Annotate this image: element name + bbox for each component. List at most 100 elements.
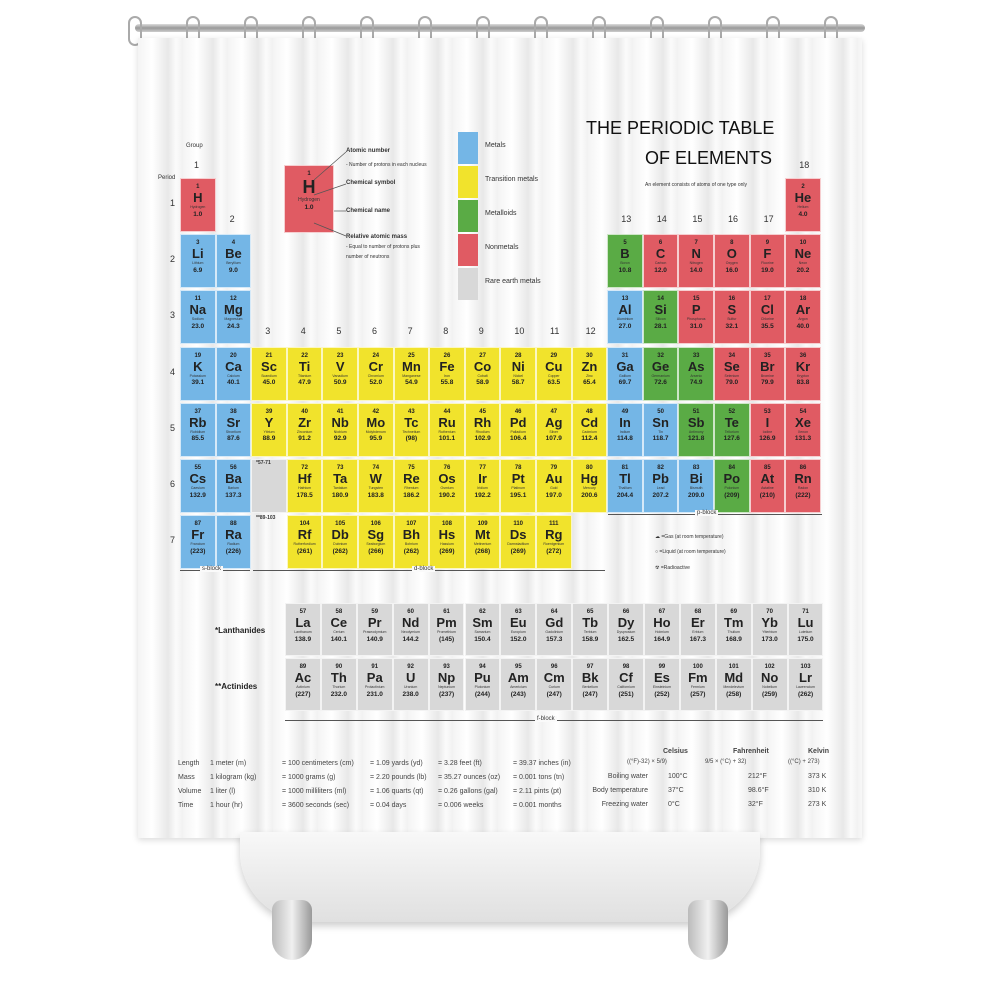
element-cell-Sn[interactable]: 50 Sn Tin 118.7 <box>642 402 679 457</box>
element-cell-Np[interactable]: 93 Np Neptunium (237) <box>428 658 465 711</box>
element-cell-Pr[interactable]: 59 Pr Praseodymium 140.9 <box>356 603 393 656</box>
element-cell-As[interactable]: 33 As Arsenic 74.9 <box>678 346 714 401</box>
element-cell-Ir[interactable]: 77 Ir Iridium 192.2 <box>464 459 501 513</box>
element-cell-Fr[interactable]: 87 Fr Francium (223) <box>180 515 216 570</box>
element-cell-At[interactable]: 85 At Astatine (210) <box>749 459 786 513</box>
element-cell-Kr[interactable]: 36 Kr Krypton 83.8 <box>785 346 821 401</box>
element-cell-Sr[interactable]: 38 Sr Strontium 87.6 <box>215 402 252 457</box>
element-cell-Zn[interactable]: 30 Zn Zinc 65.4 <box>571 346 608 401</box>
element-cell-Mt[interactable]: 109 Mt Meitnerium (268) <box>464 515 501 570</box>
element-cell-Na[interactable]: 11 Na Sodium 23.0 <box>180 290 216 345</box>
element-cell-Co[interactable]: 27 Co Cobalt 58.9 <box>464 346 501 401</box>
element-cell-Zr[interactable]: 40 Zr Zirconium 91.2 <box>286 402 323 457</box>
element-cell-Cl[interactable]: 17 Cl Chlorine 35.5 <box>749 290 786 345</box>
element-cell-Ne[interactable]: 10 Ne Neon 20.2 <box>785 234 821 289</box>
element-cell-Bk[interactable]: 97 Bk Berkelium (247) <box>572 658 609 711</box>
element-cell-I[interactable]: 53 I Iodine 126.9 <box>749 402 786 457</box>
element-cell-Ge[interactable]: 32 Ge Germanium 72.6 <box>642 346 679 401</box>
element-cell-Ga[interactable]: 31 Ga Gallium 69.7 <box>607 346 643 401</box>
element-cell-In[interactable]: 49 In Indium 114.8 <box>607 402 643 457</box>
element-cell-Tc[interactable]: 43 Tc Technetium (98) <box>393 402 430 457</box>
element-cell-Hg[interactable]: 80 Hg Mercury 200.6 <box>571 459 608 513</box>
element-cell-No[interactable]: 102 No Nobelium (259) <box>751 658 788 711</box>
element-cell-Pb[interactable]: 82 Pb Lead 207.2 <box>642 459 679 513</box>
element-cell-W[interactable]: 74 W Tungsten 183.8 <box>358 459 394 513</box>
element-cell-Xe[interactable]: 54 Xe Xenon 131.3 <box>785 402 821 457</box>
element-cell-Mg[interactable]: 12 Mg Magnesium 24.3 <box>215 290 252 345</box>
element-cell-Pm[interactable]: 61 Pm Promethium (145) <box>428 603 465 656</box>
element-cell-Ce[interactable]: 58 Ce Cerium 140.1 <box>320 603 357 656</box>
element-cell-Se[interactable]: 34 Se Selenium 79.0 <box>714 346 750 401</box>
element-cell-Br[interactable]: 35 Br Bromine 79.9 <box>749 346 786 401</box>
element-cell-B[interactable]: 5 B Boron 10.8 <box>607 234 643 289</box>
element-cell-Ca[interactable]: 20 Ca Calcium 40.1 <box>215 346 252 401</box>
element-cell-O[interactable]: 8 O Oxygen 16.0 <box>714 234 750 289</box>
element-cell-Mn[interactable]: 25 Mn Manganese 54.9 <box>393 346 430 401</box>
element-cell-S[interactable]: 16 S Sulfur 32.1 <box>714 290 750 345</box>
element-cell-Pt[interactable]: 78 Pt Platinum 195.1 <box>500 459 536 513</box>
element-cell-Pu[interactable]: 94 Pu Plutonium (244) <box>464 658 501 711</box>
element-cell-Md[interactable]: 101 Md Mendelevium (258) <box>715 658 752 711</box>
element-cell-Cs[interactable]: 55 Cs Caesium 132.9 <box>180 459 216 513</box>
element-cell-Li[interactable]: 3 Li Lithium 6.9 <box>180 234 216 289</box>
element-cell-F[interactable]: 9 F Fluorine 19.0 <box>749 234 786 289</box>
element-cell-Ho[interactable]: 67 Ho Holmium 164.9 <box>644 603 680 656</box>
element-cell-Rg[interactable]: 111 Rg Roentgenium (272) <box>536 515 572 570</box>
element-cell-Ra[interactable]: 88 Ra Radium (226) <box>215 515 252 570</box>
element-cell-Hf[interactable]: 72 Hf Hafnium 178.5 <box>286 459 323 513</box>
element-cell-C[interactable]: 6 C Carbon 12.0 <box>642 234 679 289</box>
element-cell-Fm[interactable]: 100 Fm Fermium (257) <box>679 658 716 711</box>
element-cell-Hs[interactable]: 108 Hs Hassium (269) <box>429 515 465 570</box>
element-cell-He[interactable]: 2 He Helium 4.0 <box>785 178 821 232</box>
element-cell-K[interactable]: 19 K Potassium 39.1 <box>180 346 216 401</box>
element-cell-Be[interactable]: 4 Be Beryllium 9.0 <box>215 234 252 289</box>
element-cell-Cu[interactable]: 29 Cu Copper 63.5 <box>536 346 572 401</box>
element-cell-Th[interactable]: 90 Th Thorium 232.0 <box>320 658 357 711</box>
element-cell-Pd[interactable]: 46 Pd Palladium 106.4 <box>500 402 536 457</box>
element-cell-Eu[interactable]: 63 Eu Europium 152.0 <box>500 603 537 656</box>
element-cell-Bh[interactable]: 107 Bh Bohrium (262) <box>393 515 430 570</box>
element-cell-Ru[interactable]: 44 Ru Ruthenium 101.1 <box>429 402 465 457</box>
element-cell-Bi[interactable]: 83 Bi Bismuth 209.0 <box>678 459 714 513</box>
element-cell-Sb[interactable]: 51 Sb Antimony 121.8 <box>678 402 714 457</box>
element-cell-Os[interactable]: 76 Os Osmium 190.2 <box>429 459 465 513</box>
element-cell-Es[interactable]: 99 Es Einsteinium (252) <box>644 658 680 711</box>
element-cell-Au[interactable]: 79 Au Gold 197.0 <box>536 459 572 513</box>
element-cell-Nd[interactable]: 60 Nd Neodymium 144.2 <box>392 603 429 656</box>
element-cell-Rb[interactable]: 37 Rb Rubidium 85.5 <box>180 402 216 457</box>
element-cell-Lu[interactable]: 71 Lu Lutetium 175.0 <box>787 603 824 656</box>
element-cell-Gd[interactable]: 64 Gd Gadolinium 157.3 <box>536 603 573 656</box>
element-cell-V[interactable]: 23 V Vanadium 50.9 <box>322 346 358 401</box>
element-cell-Ba[interactable]: 56 Ba Barium 137.3 <box>215 459 252 513</box>
element-cell-Cf[interactable]: 98 Cf Californium (251) <box>608 658 644 711</box>
element-cell-Y[interactable]: 39 Y Yttrium 88.9 <box>251 402 287 457</box>
element-cell-Dy[interactable]: 66 Dy Dysprosium 162.5 <box>608 603 644 656</box>
element-cell-Sm[interactable]: 62 Sm Samarium 150.4 <box>464 603 501 656</box>
element-cell-Ar[interactable]: 18 Ar Argon 40.0 <box>785 290 821 345</box>
element-cell-Rh[interactable]: 45 Rh Rhodium 102.9 <box>464 402 501 457</box>
element-cell-U[interactable]: 92 U Uranium 238.0 <box>392 658 429 711</box>
element-cell-Rn[interactable]: 86 Rn Radon (222) <box>785 459 821 513</box>
element-cell-Lr[interactable]: 103 Lr Lawrencium (262) <box>787 658 824 711</box>
element-cell-Db[interactable]: 105 Db Dubnium (262) <box>322 515 358 570</box>
element-cell-Ti[interactable]: 22 Ti Titanium 47.9 <box>286 346 323 401</box>
element-cell-Cm[interactable]: 96 Cm Curium (247) <box>536 658 573 711</box>
element-cell-Pa[interactable]: 91 Pa Protactinium 231.0 <box>356 658 393 711</box>
element-cell-Po[interactable]: 84 Po Polonium (209) <box>714 459 750 513</box>
element-cell-N[interactable]: 7 N Nitrogen 14.0 <box>678 234 714 289</box>
element-cell-Yb[interactable]: 70 Yb Ytterbium 173.0 <box>751 603 788 656</box>
element-cell-Re[interactable]: 75 Re Rhenium 186.2 <box>393 459 430 513</box>
element-cell-Ac[interactable]: 89 Ac Actinium (227) <box>285 658 321 711</box>
element-cell-Tl[interactable]: 81 Tl Thallium 204.4 <box>607 459 643 513</box>
element-cell-Mo[interactable]: 42 Mo Molybdenum 95.9 <box>358 402 394 457</box>
element-cell-P[interactable]: 15 P Phosphorus 31.0 <box>678 290 714 345</box>
element-cell-Ds[interactable]: 110 Ds Darmstadtium (269) <box>500 515 536 570</box>
element-cell-Ni[interactable]: 28 Ni Nickel 58.7 <box>500 346 536 401</box>
element-cell-Fe[interactable]: 26 Fe Iron 55.8 <box>429 346 465 401</box>
element-cell-Ta[interactable]: 73 Ta Tantalum 180.9 <box>322 459 358 513</box>
element-cell-Sg[interactable]: 106 Sg Seaborgium (266) <box>358 515 394 570</box>
element-cell-Si[interactable]: 14 Si Silicon 28.1 <box>642 290 679 345</box>
element-cell-Rf[interactable]: 104 Rf Rutherfordium (261) <box>286 515 323 570</box>
element-cell-Ag[interactable]: 47 Ag Silver 107.9 <box>536 402 572 457</box>
element-cell-Er[interactable]: 68 Er Erbium 167.3 <box>679 603 716 656</box>
